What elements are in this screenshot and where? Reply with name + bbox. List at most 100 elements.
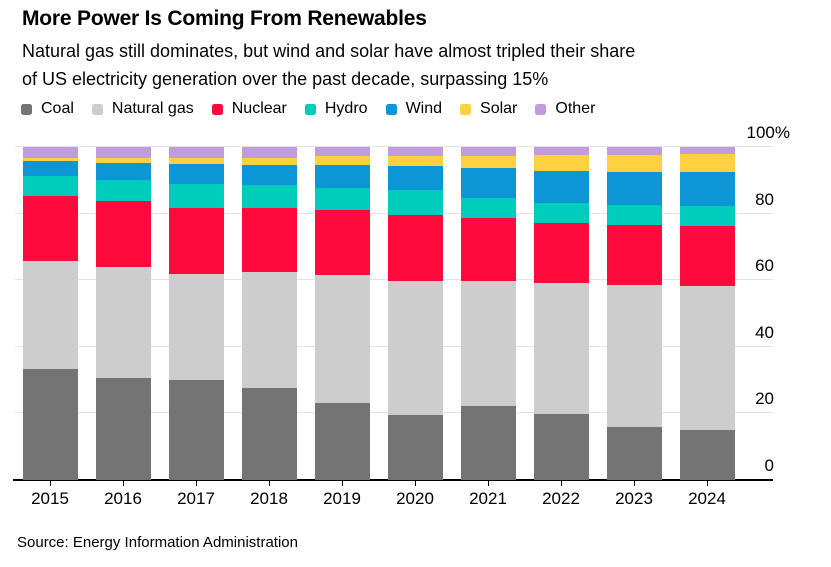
x-axis-label-2016: 2016 [104,489,142,508]
segment-coal-2022 [534,414,589,480]
segment-other-2023 [607,147,662,156]
bar-2021 [461,147,516,480]
segment-solar-2016 [96,158,151,164]
segment-other-2022 [534,147,589,155]
y-axis-label-80: 80 [755,189,774,209]
legend-label: Wind [405,100,443,117]
segment-solar-2018 [242,158,297,166]
segment-other-2017 [169,147,224,159]
segment-hydro-2016 [96,179,151,201]
segment-coal-2018 [242,387,297,480]
chart-title: More Power Is Coming From Renewables [22,7,427,30]
segment-nuclear-2019 [315,210,370,276]
segment-nuclear-2016 [96,200,151,267]
bar-2020 [388,147,443,480]
segment-coal-2023 [607,426,662,480]
bar-2022 [534,147,589,480]
segment-natural-gas-2018 [242,271,297,388]
y-axis-label-0: 0 [764,456,774,475]
x-axis-label-2019: 2019 [323,489,361,508]
legend-label: Hydro [324,100,368,117]
legend-label: Other [555,100,596,117]
segment-solar-2024 [680,154,735,173]
segment-natural-gas-2017 [169,273,224,381]
subtitle-line-2: of US electricity generation over the pa… [22,69,549,89]
x-axis-tick-2017 [196,480,197,486]
x-axis-tick-2022 [561,480,562,486]
segment-natural-gas-2019 [315,275,370,403]
segment-natural-gas-2020 [388,281,443,416]
segment-hydro-2021 [461,198,516,219]
x-axis-label-2015: 2015 [31,489,69,508]
segment-other-2021 [461,147,516,156]
segment-other-2024 [680,147,735,155]
x-axis-label-2020: 2020 [396,489,434,508]
legend-swatch-solar [460,103,472,115]
legend-label: Natural gas [111,100,194,117]
segment-solar-2019 [315,156,370,165]
legend-item-wind: Wind [385,100,443,118]
bar-2018 [242,147,297,480]
segment-coal-2021 [461,406,516,480]
segment-natural-gas-2016 [96,266,151,379]
segment-coal-2017 [169,380,224,480]
x-axis-tick-2024 [707,480,708,486]
segment-other-2015 [23,147,78,158]
source-note: Source: Energy Information Administratio… [17,534,298,551]
segment-wind-2024 [680,172,735,206]
segment-natural-gas-2023 [607,284,662,427]
x-axis-label-2023: 2023 [615,489,653,508]
segment-wind-2015 [23,161,78,176]
segment-nuclear-2023 [607,224,662,285]
x-axis-label-2022: 2022 [542,489,580,508]
segment-nuclear-2022 [534,223,589,284]
legend-swatch-other [535,103,547,115]
y-axis-label-40: 40 [755,322,774,342]
legend-swatch-wind [385,103,397,115]
segment-nuclear-2020 [388,214,443,282]
segment-coal-2020 [388,415,443,480]
segment-natural-gas-2015 [23,260,78,370]
segment-hydro-2015 [23,175,78,197]
segment-coal-2024 [680,430,735,480]
x-axis-tick-2023 [634,480,635,486]
bar-2017 [169,147,224,480]
segment-solar-2021 [461,155,516,169]
segment-natural-gas-2022 [534,283,589,415]
segment-solar-2015 [23,157,78,162]
x-axis-line [13,479,773,481]
segment-hydro-2019 [315,188,370,211]
x-axis-label-2018: 2018 [250,489,288,508]
y-axis-label-60: 60 [755,256,774,276]
bar-2024 [680,147,735,480]
legend-item-natural-gas: Natural gas [91,100,194,118]
segment-nuclear-2017 [169,208,224,274]
segment-coal-2016 [96,378,151,480]
x-axis-tick-2016 [123,480,124,486]
legend-label: Coal [41,100,74,117]
segment-hydro-2023 [607,204,662,225]
bar-2016 [96,147,151,480]
stacked-bar-chart: 0 20 40 60 80 100% 2015 2016 2017 2018 2019 2020 202… [13,124,790,508]
bar-2015 [23,147,78,480]
segment-other-2016 [96,147,151,159]
x-axis-tick-2019 [342,480,343,486]
subtitle-line-1: Natural gas still dominates, but wind an… [22,41,636,61]
x-axis-tick-2020 [415,480,416,486]
legend-item-hydro: Hydro [304,100,368,118]
legend-item-other: Other [535,100,595,118]
segment-coal-2019 [315,402,370,480]
segment-wind-2018 [242,165,297,186]
legend-item-nuclear: Nuclear [211,100,287,118]
segment-other-2019 [315,147,370,157]
bar-2019 [315,147,370,480]
y-axis-label-100: 100% [746,123,790,142]
legend: Coal Natural gas Nuclear Hydro Wind Solar Othe… [21,100,613,118]
chart-subtitle: Natural gas still dominates, but wind an… [22,37,635,93]
segment-natural-gas-2021 [461,280,516,407]
segment-wind-2023 [607,171,662,205]
legend-label: Solar [480,100,518,117]
x-axis-label-2017: 2017 [177,489,215,508]
x-axis-label-2024: 2024 [688,489,726,508]
